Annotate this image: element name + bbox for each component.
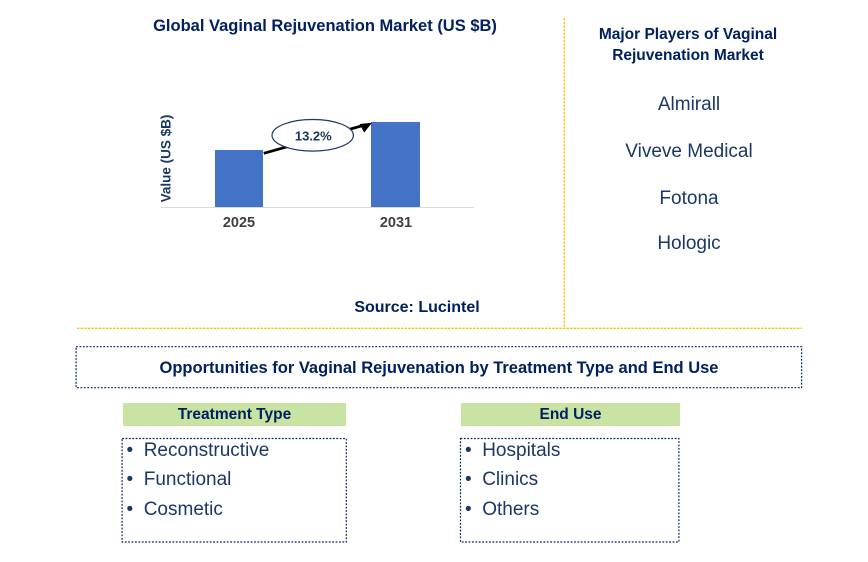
svg-text:13.2%: 13.2% xyxy=(295,128,332,143)
